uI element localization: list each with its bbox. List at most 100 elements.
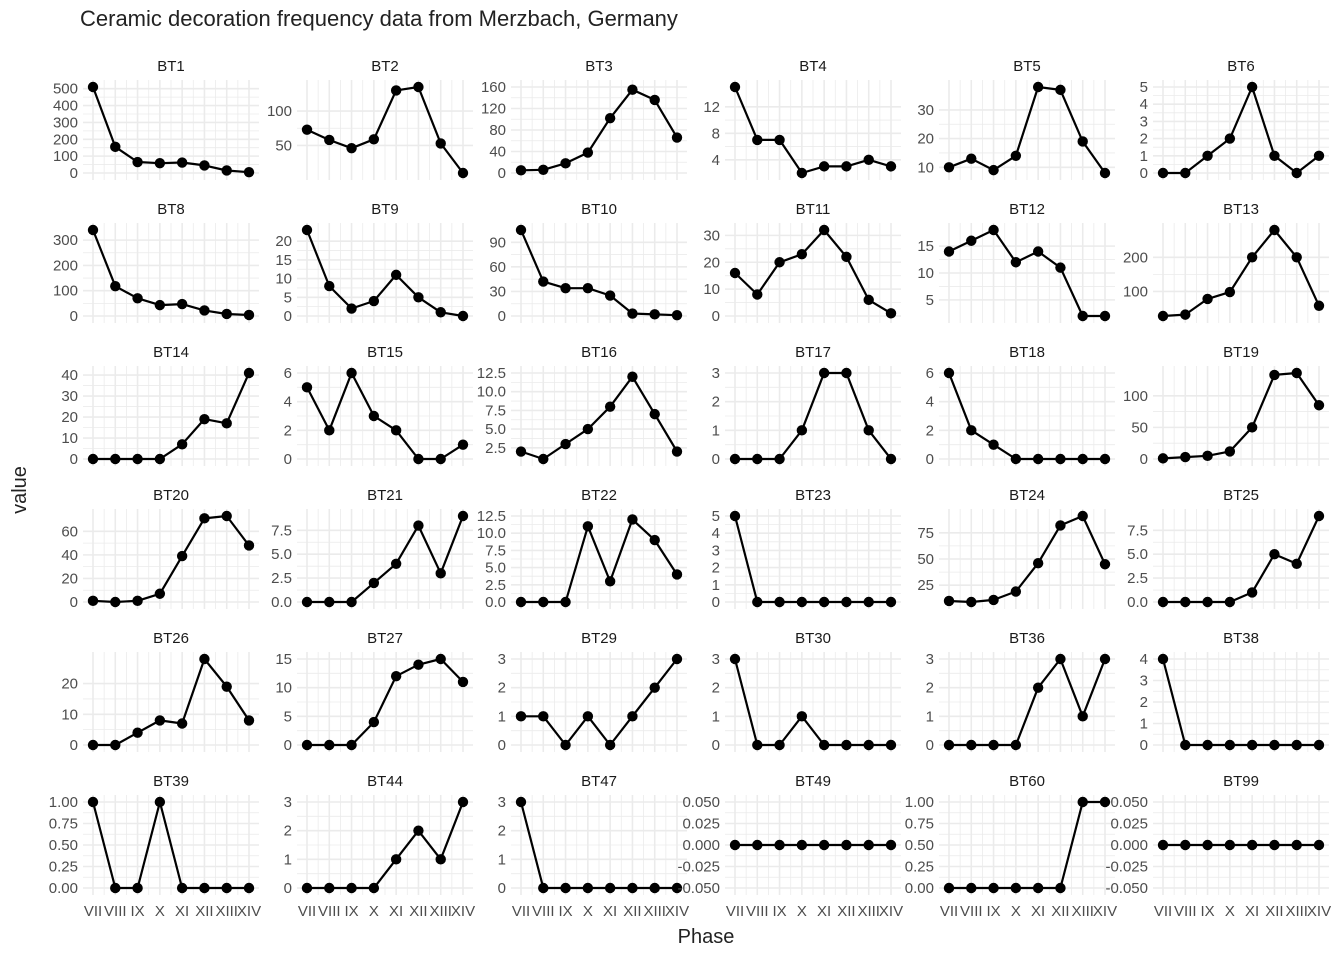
data-point-bt60 — [943, 882, 955, 894]
data-point-bt11 — [863, 294, 874, 306]
y-tick-label-bt20: 20 — [61, 570, 78, 587]
data-point-bt8 — [87, 224, 99, 236]
facet-label-bt9: BT9 — [371, 201, 399, 218]
data-point-bt8 — [132, 293, 143, 304]
data-point-bt9 — [324, 280, 335, 292]
y-tick-label-bt29: 1 — [498, 708, 506, 725]
panel-bt16: BT16 2.5 5.0 7.510.0 12.5 — [477, 344, 687, 466]
x-tick-label: X — [1225, 903, 1235, 920]
y-tick-label-bt17: 1 — [712, 422, 720, 439]
data-point-bt44 — [301, 882, 313, 894]
y-tick-label-bt14: 30 — [61, 388, 78, 405]
y-tick-label-bt20: 60 — [61, 523, 78, 540]
y-tick-label-bt14: 20 — [61, 409, 78, 426]
y-tick-label-bt39: 1.00 — [49, 794, 78, 811]
data-point-bt4 — [885, 161, 897, 172]
x-tick-label: X — [369, 903, 379, 920]
x-tick-label: VII — [84, 903, 102, 920]
data-point-bt39 — [199, 882, 210, 894]
facet-label-bt39: BT39 — [153, 773, 189, 790]
y-tick-label-bt26: 20 — [61, 676, 78, 693]
data-point-bt36 — [966, 739, 977, 751]
y-tick-label-bt1: 400 — [53, 98, 78, 115]
panel-bt25: BT25 0.0 2.5 5.0 7.5 — [1127, 487, 1329, 611]
data-point-bt44 — [324, 882, 335, 894]
x-tick-label: IX — [772, 903, 786, 920]
y-tick-label-bt19: 50 — [1131, 419, 1148, 436]
y-tick-label-bt2: 100 — [267, 103, 292, 120]
x-tick-label: XI — [175, 903, 189, 920]
y-tick-label-bt15: 4 — [284, 394, 292, 411]
series-line-bt29 — [521, 658, 678, 747]
y-tick-label-bt4: 8 — [712, 125, 720, 142]
y-tick-label-bt22: 2.5 — [485, 577, 506, 594]
data-point-bt2 — [368, 134, 380, 145]
data-point-bt17 — [774, 453, 785, 465]
y-tick-label-bt39: 0.25 — [49, 859, 78, 876]
data-point-bt19 — [1291, 367, 1302, 379]
data-point-bt21 — [301, 596, 313, 608]
y-tick-label-bt22: 10.0 — [477, 525, 506, 542]
y-tick-label-bt99: -0.050 — [1105, 880, 1148, 897]
data-point-bt23 — [796, 596, 808, 608]
data-point-bt20 — [221, 510, 232, 522]
y-tick-label-bt99: 0.000 — [1110, 837, 1148, 854]
data-point-bt21 — [390, 558, 402, 569]
data-point-bt49 — [774, 839, 785, 851]
y-tick-label-bt47: 0 — [498, 880, 506, 897]
y-tick-label-bt4: 4 — [712, 152, 720, 169]
x-tick-label: XII — [1265, 903, 1283, 920]
y-tick-label-bt8: 100 — [53, 283, 78, 300]
data-point-bt99 — [1269, 839, 1280, 851]
data-point-bt24 — [1099, 559, 1111, 570]
facet-label-bt14: BT14 — [153, 344, 189, 361]
y-tick-label-bt9: 10 — [275, 271, 292, 288]
x-tick-label: XIII — [215, 903, 238, 920]
y-tick-label-bt22: 0.0 — [485, 594, 506, 611]
data-point-bt9 — [390, 269, 402, 281]
y-tick-label-bt25: 0.0 — [1127, 594, 1148, 611]
data-point-bt15 — [435, 453, 446, 465]
data-point-bt27 — [346, 739, 357, 751]
facet-label-bt12: BT12 — [1009, 201, 1045, 218]
y-tick-label-bt60: 1.00 — [905, 794, 934, 811]
data-point-bt29 — [515, 711, 527, 722]
data-point-bt38 — [1157, 653, 1169, 665]
data-point-bt9 — [301, 224, 313, 236]
facet-label-bt13: BT13 — [1223, 201, 1259, 218]
y-tick-label-bt21: 5.0 — [271, 546, 292, 563]
x-tick-label: X — [583, 903, 593, 920]
y-tick-label-bt22: 5.0 — [485, 560, 506, 577]
facet-label-bt38: BT38 — [1223, 630, 1259, 647]
y-tick-label-bt20: 0 — [70, 594, 78, 611]
data-point-bt30 — [863, 739, 874, 751]
y-tick-label-bt38: 0 — [1140, 737, 1148, 754]
data-point-bt22 — [627, 514, 638, 525]
data-point-bt11 — [885, 308, 897, 319]
data-point-bt38 — [1180, 739, 1191, 751]
data-point-bt49 — [841, 839, 852, 851]
y-tick-label-bt49: -0.025 — [677, 859, 720, 876]
y-tick-label-bt10: 90 — [489, 234, 506, 251]
x-tick-label: VII — [512, 903, 530, 920]
y-tick-label-bt11: 20 — [703, 254, 720, 271]
x-tick-label: XI — [1031, 903, 1045, 920]
data-point-bt16 — [582, 423, 594, 435]
data-point-bt60 — [1099, 796, 1111, 808]
data-point-bt21 — [368, 577, 380, 589]
data-point-bt2 — [390, 85, 402, 96]
data-point-bt3 — [649, 94, 660, 106]
panel-bt11: BT11 0 10 20 30 — [703, 201, 901, 325]
data-point-bt10 — [582, 282, 594, 294]
panel-bt99: BT99 -0.050 -0.025 0.000 0.025 0.050 VII VIII IX… — [1105, 773, 1331, 920]
y-tick-label-bt14: 40 — [61, 367, 78, 384]
panel-bt4: BT4 4 8 12 — [703, 58, 901, 180]
x-tick-label: XIV — [451, 903, 475, 920]
data-point-bt10 — [604, 290, 616, 301]
x-tick-label: VIII — [960, 903, 983, 920]
data-point-bt49 — [729, 839, 741, 851]
data-point-bt2 — [301, 124, 313, 135]
data-point-bt22 — [538, 596, 549, 608]
